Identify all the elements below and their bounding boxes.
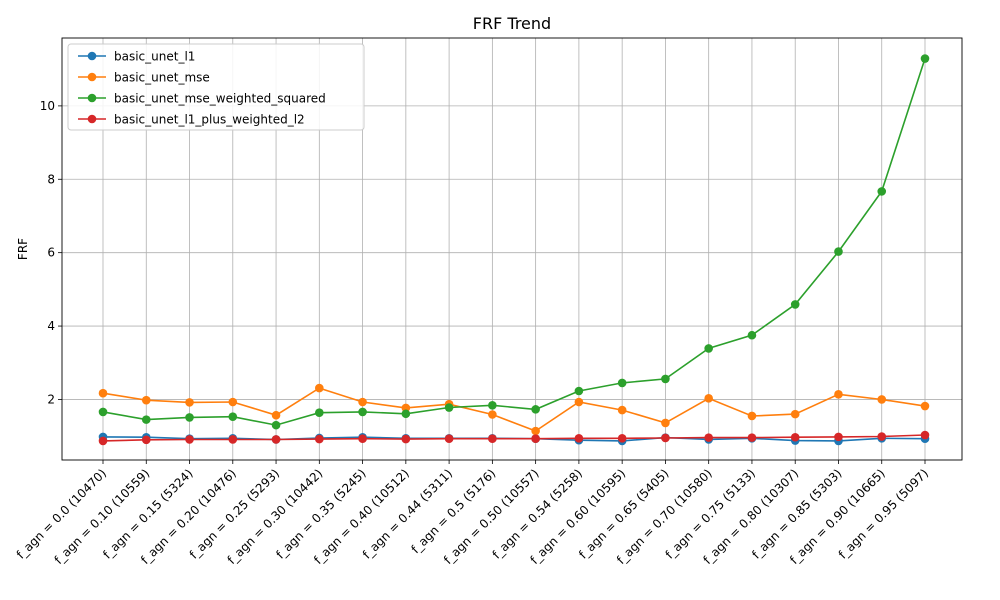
- data-point: [185, 413, 194, 422]
- series-line: [102, 434, 926, 442]
- legend-entry: basic_unet_l1_plus_weighted_l2: [78, 113, 305, 127]
- data-point: [920, 430, 930, 440]
- data-point: [271, 435, 281, 444]
- data-point: [98, 436, 108, 446]
- data-point: [358, 434, 367, 444]
- y-tick-label: 4: [47, 319, 55, 333]
- data-point: [661, 433, 670, 443]
- legend-label: basic_unet_l1: [114, 50, 195, 64]
- data-point: [98, 407, 108, 417]
- data-point: [141, 395, 151, 405]
- data-point: [444, 434, 454, 444]
- legend-entry: basic_unet_mse: [78, 71, 210, 85]
- data-point: [358, 397, 367, 407]
- legend-marker: [87, 51, 97, 61]
- data-point: [834, 432, 843, 442]
- data-point: [315, 383, 324, 393]
- data-point: [401, 434, 411, 444]
- data-point: [790, 432, 800, 442]
- data-point: [315, 408, 324, 417]
- data-point: [488, 434, 497, 444]
- data-point: [574, 434, 584, 443]
- legend-label: basic_unet_mse: [114, 71, 210, 85]
- data-point: [228, 412, 238, 421]
- data-point: [141, 415, 151, 424]
- data-point: [661, 418, 670, 428]
- data-point: [531, 426, 540, 436]
- chart-title: FRF Trend: [473, 14, 551, 33]
- data-point: [358, 407, 367, 417]
- series-basic_unet_mse_weighted_squared: [98, 54, 930, 430]
- data-point: [747, 330, 757, 340]
- data-point: [98, 388, 108, 398]
- series-line: [102, 58, 926, 426]
- y-axis: 2 4 6 8 10: [40, 99, 62, 406]
- y-tick-label: 8: [47, 172, 55, 186]
- data-point: [747, 411, 757, 421]
- data-point: [920, 54, 930, 63]
- data-point: [617, 434, 627, 443]
- y-tick-label: 6: [47, 246, 55, 260]
- data-point: [617, 378, 627, 388]
- data-point: [704, 344, 713, 353]
- series-line: [102, 387, 926, 432]
- data-point: [877, 432, 887, 441]
- data-point: [401, 409, 411, 419]
- data-point: [834, 390, 843, 399]
- series-basic_unet_l1_plus_weighted_l2: [98, 430, 930, 446]
- data-point: [617, 405, 627, 415]
- data-point: [790, 409, 800, 419]
- y-tick-label: 2: [47, 392, 55, 406]
- legend-marker: [87, 114, 97, 124]
- legend-box: [67, 43, 365, 131]
- legend-marker: [87, 72, 97, 82]
- data-point: [877, 395, 887, 404]
- data-point: [141, 435, 151, 445]
- data-point: [704, 394, 713, 403]
- y-axis-label: FRF: [16, 238, 30, 260]
- data-point: [877, 187, 887, 196]
- data-point: [531, 405, 540, 414]
- data-point: [444, 403, 454, 412]
- legend-entry: basic_unet_mse_weighted_squared: [78, 92, 326, 106]
- plot-area-frame: [61, 37, 963, 461]
- data-point: [315, 434, 324, 444]
- data-point: [661, 374, 670, 384]
- legend-label: basic_unet_mse_weighted_squared: [114, 92, 326, 106]
- legend-marker: [87, 93, 97, 103]
- data-point: [488, 401, 497, 410]
- data-point: [185, 435, 194, 444]
- data-point: [271, 420, 281, 430]
- data-point: [704, 433, 713, 442]
- data-point: [574, 386, 584, 396]
- data-point: [271, 410, 281, 420]
- data-point: [228, 435, 238, 444]
- y-tick-label: 10: [40, 99, 55, 113]
- data-point: [920, 401, 930, 411]
- data-point: [747, 433, 757, 442]
- data-point: [790, 300, 800, 309]
- data-point: [574, 397, 584, 407]
- data-point: [834, 247, 843, 256]
- legend-entry: basic_unet_l1: [78, 50, 195, 64]
- series-layer: [98, 54, 930, 446]
- data-point: [228, 397, 238, 407]
- data-point: [488, 410, 497, 419]
- data-point: [531, 434, 540, 444]
- legend: basic_unet_l1 basic_unet_mse basic_unet_ms…: [67, 43, 365, 131]
- legend-label: basic_unet_l1_plus_weighted_l2: [114, 113, 305, 127]
- data-point: [185, 398, 194, 407]
